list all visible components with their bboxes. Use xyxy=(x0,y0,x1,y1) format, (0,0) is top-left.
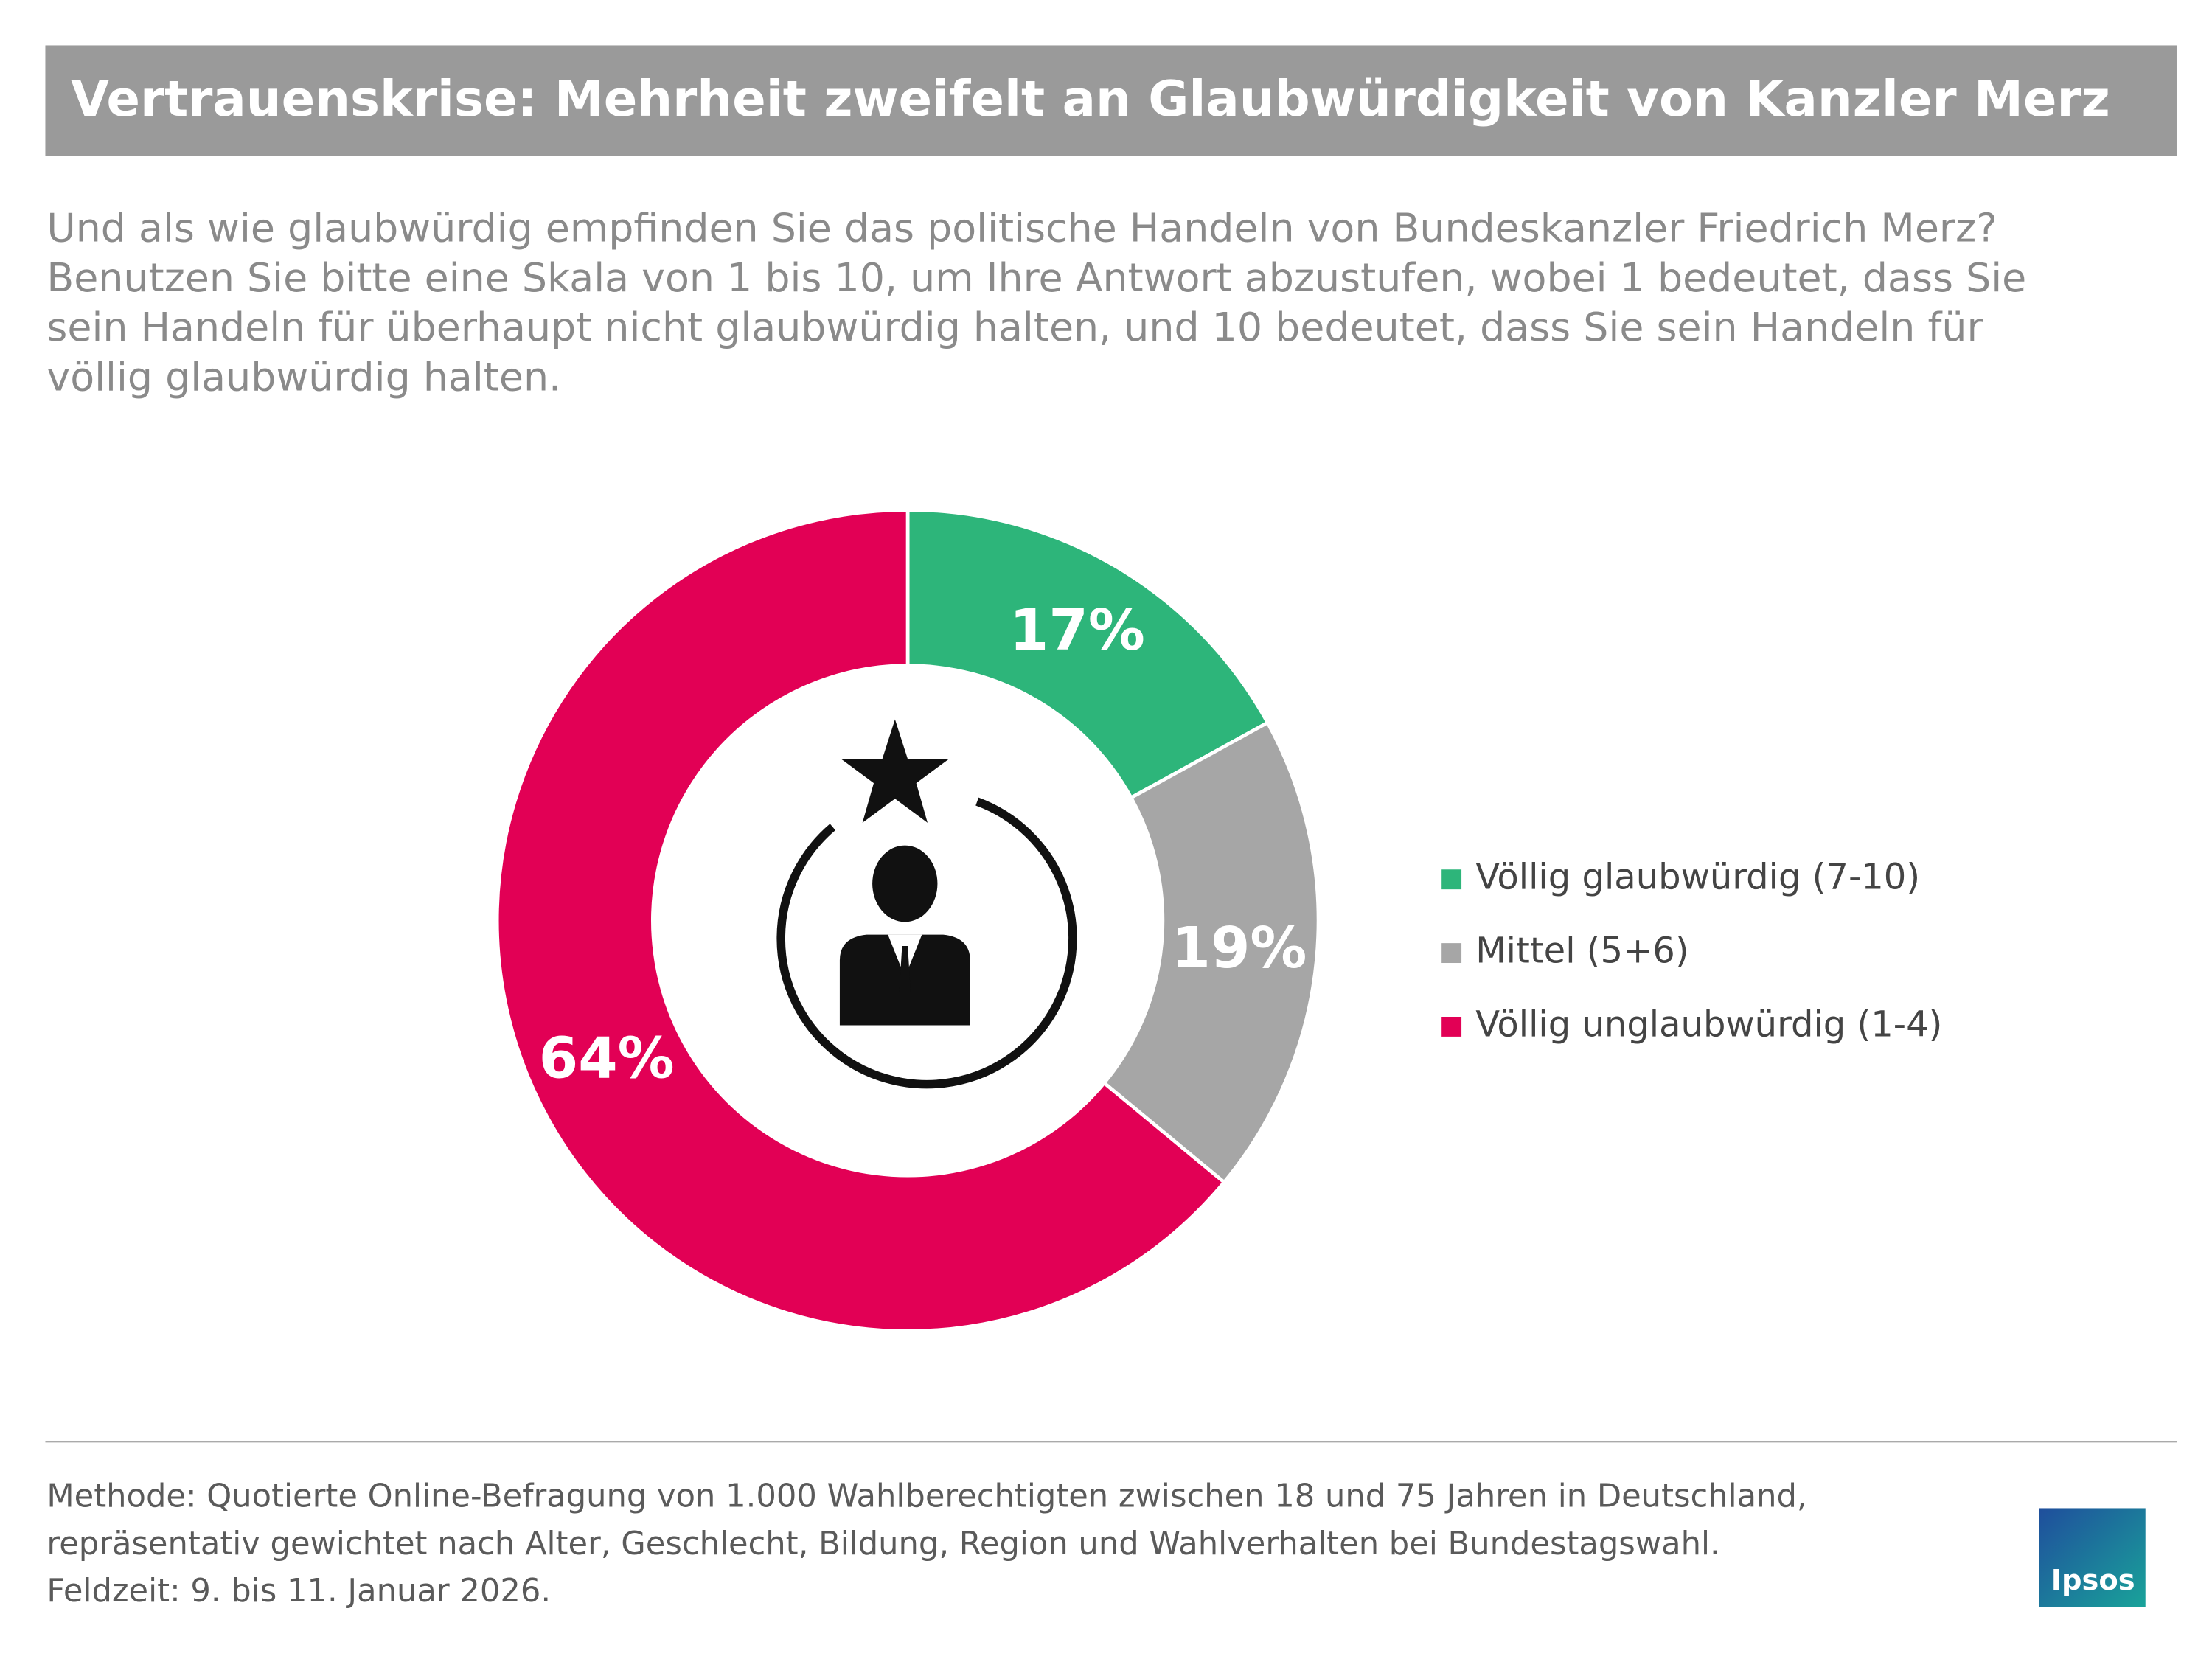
legend-swatch xyxy=(1441,1017,1462,1037)
data-label: 17% xyxy=(1009,598,1145,664)
donut-segment xyxy=(1102,720,1321,1185)
chart-title: Vertrauenskrise: Mehrheit zweifelt an Gl… xyxy=(71,70,2110,128)
donut: 17% 19% 64% xyxy=(495,508,1321,1333)
icon-star xyxy=(841,719,949,823)
icon-tie xyxy=(899,945,911,1000)
legend: Völlig glaubwürdig (7-10) Mittel (5+6) Völ… xyxy=(1441,857,1942,1045)
subtitle-line: Benutzen Sie bitte eine Skala von 1 bis … xyxy=(46,254,2026,301)
title-bar xyxy=(45,45,2177,156)
donut-segment xyxy=(495,508,1227,1333)
legend-swatch xyxy=(1441,869,1462,890)
footnote-line: repräsentativ gewichtet nach Alter, Gesc… xyxy=(46,1526,1719,1562)
subtitle-line: völlig glaubwürdig halten. xyxy=(46,353,561,400)
footnote: Methode: Quotierte Online-Befragung von … xyxy=(46,1478,1806,1610)
icon xyxy=(776,719,1077,1089)
footnote-line: Feldzeit: 9. bis 11. Januar 2026. xyxy=(46,1573,551,1610)
subtitle-line: sein Handeln für überhaupt nicht glaubwü… xyxy=(46,304,1983,350)
logo-text: Ipsos xyxy=(2051,1564,2135,1597)
subtitle: Und als wie glaubwürdig empfinden Sie da… xyxy=(46,205,2026,400)
legend-label: Völlig unglaubwürdig (1-4) xyxy=(1475,1004,1942,1045)
data-label: 64% xyxy=(539,1026,675,1092)
legend-swatch xyxy=(1441,943,1462,964)
logo-box xyxy=(2039,1508,2146,1607)
donut-segment xyxy=(905,508,1270,801)
footnote-line: Methode: Quotierte Online-Befragung von … xyxy=(46,1478,1806,1515)
legend-label: Völlig glaubwürdig (7-10) xyxy=(1475,857,1920,898)
icon-ring xyxy=(776,797,1077,1089)
subtitle-line: Und als wie glaubwürdig empfinden Sie da… xyxy=(46,205,1997,251)
legend-label: Mittel (5+6) xyxy=(1475,931,1688,972)
data-label: 19% xyxy=(1172,916,1307,981)
icon-head xyxy=(872,845,938,922)
